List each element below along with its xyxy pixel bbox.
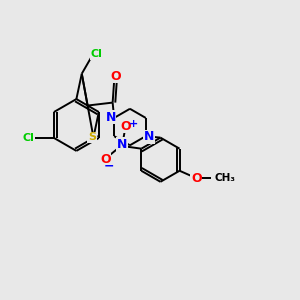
Text: CH₃: CH₃	[214, 173, 235, 183]
Text: Cl: Cl	[91, 50, 102, 59]
Text: +: +	[128, 119, 138, 129]
Text: O: O	[110, 70, 121, 83]
Text: S: S	[88, 132, 96, 142]
Text: O: O	[100, 153, 111, 167]
Text: O: O	[120, 120, 131, 133]
Text: N: N	[105, 111, 116, 124]
Text: O: O	[191, 172, 202, 184]
Text: N: N	[144, 130, 154, 143]
Text: −: −	[104, 160, 114, 173]
Text: N: N	[117, 138, 127, 151]
Text: Cl: Cl	[23, 133, 35, 143]
